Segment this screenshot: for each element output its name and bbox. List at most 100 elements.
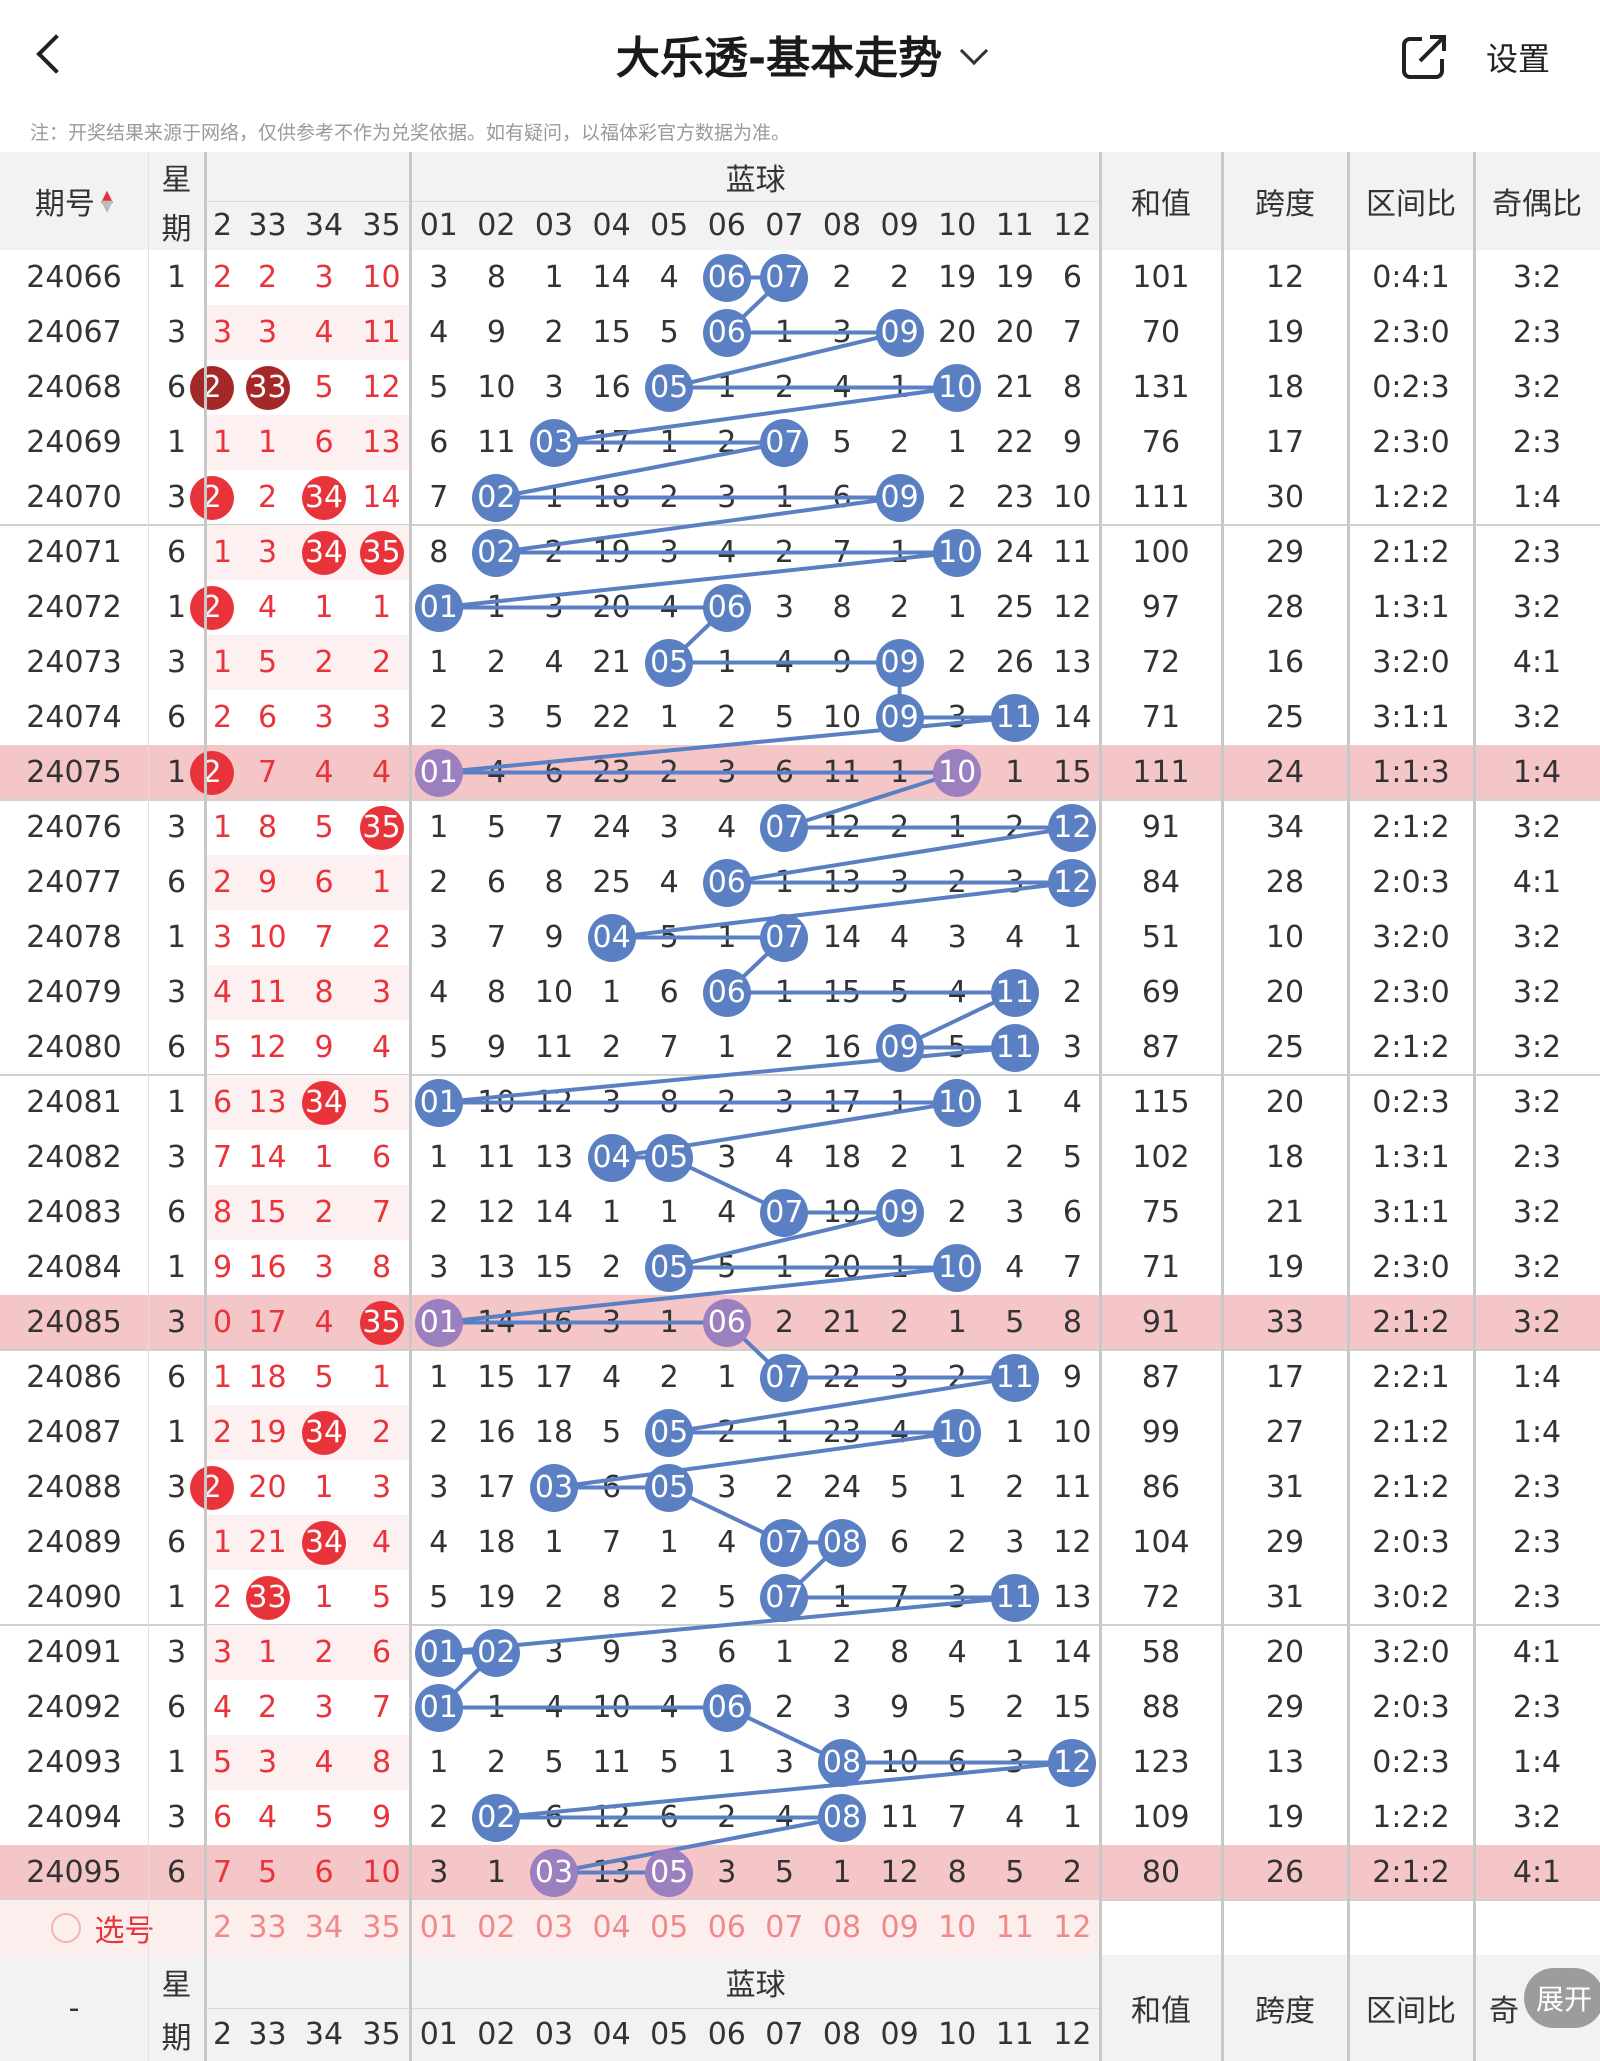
zone-cell: 2:0:3 bbox=[1372, 1690, 1450, 1725]
select-blue-number[interactable]: 06 bbox=[707, 1910, 746, 1945]
zone-cell: 3:1:1 bbox=[1372, 700, 1450, 735]
span-cell: 13 bbox=[1265, 1745, 1305, 1780]
blue-miss-cell: 2 bbox=[1005, 810, 1025, 845]
blue-miss-cell: 1 bbox=[717, 1030, 737, 1065]
red-miss-cell: 1 bbox=[212, 425, 233, 460]
red-miss-cell: 1 bbox=[371, 590, 392, 625]
span-cell: 18 bbox=[1265, 1140, 1305, 1175]
issue-header[interactable]: 期号 ▲ ▼ bbox=[0, 152, 148, 250]
blue-miss-cell: 24 bbox=[592, 810, 631, 845]
red-miss-cell: 1 bbox=[212, 535, 233, 570]
disclaimer-note: 注：开奖结果来源于网络，仅供参考不作为兑奖依据。如有疑问，以福体彩官方数据为准。 bbox=[30, 122, 791, 144]
blue-miss-cell: 5 bbox=[659, 315, 679, 350]
blue-miss-cell: 20 bbox=[938, 315, 977, 350]
blue-miss-cell: 3 bbox=[602, 1085, 622, 1120]
blue-ball-hit: 06 bbox=[702, 1298, 751, 1347]
red-miss-cell: 2 bbox=[371, 920, 392, 955]
chevron-down-icon[interactable] bbox=[959, 36, 989, 66]
select-red-number[interactable]: 34 bbox=[304, 1910, 344, 1945]
page-title[interactable]: 大乐透-基本走势 bbox=[0, 22, 1600, 86]
blue-ball-hit: 11 bbox=[990, 1573, 1039, 1622]
select-red-number[interactable]: 33 bbox=[248, 1910, 287, 1945]
blue-ball-hit: 10 bbox=[933, 1243, 982, 1292]
select-blue-number[interactable]: 12 bbox=[1053, 1910, 1092, 1945]
blue-miss-cell: 10 bbox=[477, 1085, 516, 1120]
red-miss-cell: 4 bbox=[257, 590, 278, 625]
blue-miss-cell: 4 bbox=[947, 1635, 967, 1670]
sum-cell: 123 bbox=[1132, 1745, 1190, 1780]
select-blue-number[interactable]: 11 bbox=[995, 1910, 1034, 1945]
blue-miss-cell: 7 bbox=[486, 920, 506, 955]
issue-cell: 24070 bbox=[26, 480, 122, 515]
blue-miss-cell: 5 bbox=[890, 975, 910, 1010]
blue-miss-cell: 16 bbox=[534, 1305, 574, 1340]
blue-miss-cell: 3 bbox=[947, 1580, 967, 1615]
blue-miss-cell: 24 bbox=[995, 535, 1034, 570]
select-blue-number[interactable]: 09 bbox=[880, 1910, 919, 1945]
select-blue-number[interactable]: 01 bbox=[419, 1910, 458, 1945]
select-blue-number[interactable]: 03 bbox=[534, 1910, 574, 1945]
blue-miss-cell: 10 bbox=[592, 1690, 631, 1725]
select-blue-number[interactable]: 02 bbox=[477, 1910, 516, 1945]
blue-miss-cell: 14 bbox=[592, 260, 631, 295]
sum-cell: 104 bbox=[1132, 1525, 1190, 1560]
blue-miss-cell: 7 bbox=[832, 535, 852, 570]
blue-ball-hit: 11 bbox=[990, 1023, 1039, 1072]
blue-miss-cell: 15 bbox=[592, 315, 631, 350]
issue-cell: 24085 bbox=[26, 1305, 122, 1340]
blue-ball-hit: 07 bbox=[760, 1353, 809, 1402]
blue-miss-cell: 2 bbox=[890, 1140, 910, 1175]
blue-ball-hit: 06 bbox=[702, 1683, 751, 1732]
issue-cell: 24067 bbox=[26, 315, 122, 350]
zone-cell: 2:3:0 bbox=[1372, 425, 1450, 460]
blue-ball-hit: 02 bbox=[472, 473, 521, 522]
select-red-number[interactable]: 35 bbox=[362, 1910, 401, 1945]
blue-ball-hit: 10 bbox=[933, 1408, 982, 1457]
week-cell: 3 bbox=[166, 1635, 187, 1670]
odd-even-cell: 4:1 bbox=[1512, 645, 1562, 680]
expand-button[interactable]: 展开 bbox=[1524, 1968, 1600, 2028]
span-cell: 25 bbox=[1265, 700, 1305, 735]
sum-cell: 71 bbox=[1141, 700, 1181, 735]
blue-miss-cell: 3 bbox=[659, 1635, 679, 1670]
share-icon[interactable] bbox=[1400, 33, 1450, 81]
select-red-number[interactable]: 2 bbox=[212, 1910, 233, 1945]
blue-ball-hit: 04 bbox=[587, 1133, 636, 1182]
select-number-button[interactable]: 选号 bbox=[0, 1900, 205, 1955]
blue-miss-cell: 5 bbox=[947, 1690, 967, 1725]
select-blue-number[interactable]: 07 bbox=[765, 1910, 804, 1945]
blue-miss-cell: 6 bbox=[1062, 260, 1082, 295]
red-miss-cell: 1 bbox=[371, 865, 392, 900]
issue-cell: 24071 bbox=[26, 535, 122, 570]
blue-miss-cell: 1 bbox=[947, 810, 967, 845]
red-miss-cell: 6 bbox=[314, 865, 334, 900]
blue-miss-cell: 3 bbox=[947, 700, 967, 735]
red-ball-hit: 35 bbox=[359, 530, 404, 575]
red-zone-shade bbox=[205, 1625, 410, 1680]
odd-even-cell: 3:2 bbox=[1512, 370, 1562, 405]
blue-miss-cell: 2 bbox=[544, 535, 564, 570]
blue-miss-cell: 26 bbox=[995, 645, 1034, 680]
blue-ball-hit: 07 bbox=[760, 913, 809, 962]
blue-miss-cell: 1 bbox=[890, 1250, 910, 1285]
blue-col-header: 11 bbox=[995, 208, 1034, 243]
blue-miss-cell: 2 bbox=[717, 425, 737, 460]
blue-miss-cell: 9 bbox=[486, 1030, 506, 1065]
blue-miss-cell: 6 bbox=[1062, 1195, 1082, 1230]
select-blue-number[interactable]: 04 bbox=[592, 1910, 631, 1945]
select-blue-number[interactable]: 08 bbox=[822, 1910, 862, 1945]
blue-miss-cell: 11 bbox=[1053, 535, 1092, 570]
settings-button[interactable]: 设置 bbox=[1486, 40, 1551, 78]
header-divider bbox=[205, 2008, 1100, 2009]
select-blue-number[interactable]: 10 bbox=[938, 1910, 977, 1945]
sum-cell: 111 bbox=[1132, 480, 1190, 515]
red-miss-cell: 6 bbox=[212, 1800, 233, 1835]
blue-miss-cell: 5 bbox=[717, 1250, 737, 1285]
select-blue-number[interactable]: 05 bbox=[650, 1910, 689, 1945]
week-cell: 6 bbox=[166, 865, 187, 900]
blue-ball-hit: 05 bbox=[645, 638, 694, 687]
issue-cell: 24088 bbox=[26, 1470, 122, 1505]
blue-miss-cell: 1 bbox=[544, 1525, 564, 1560]
span-cell: 20 bbox=[1265, 1085, 1305, 1120]
blue-miss-cell: 3 bbox=[659, 535, 679, 570]
